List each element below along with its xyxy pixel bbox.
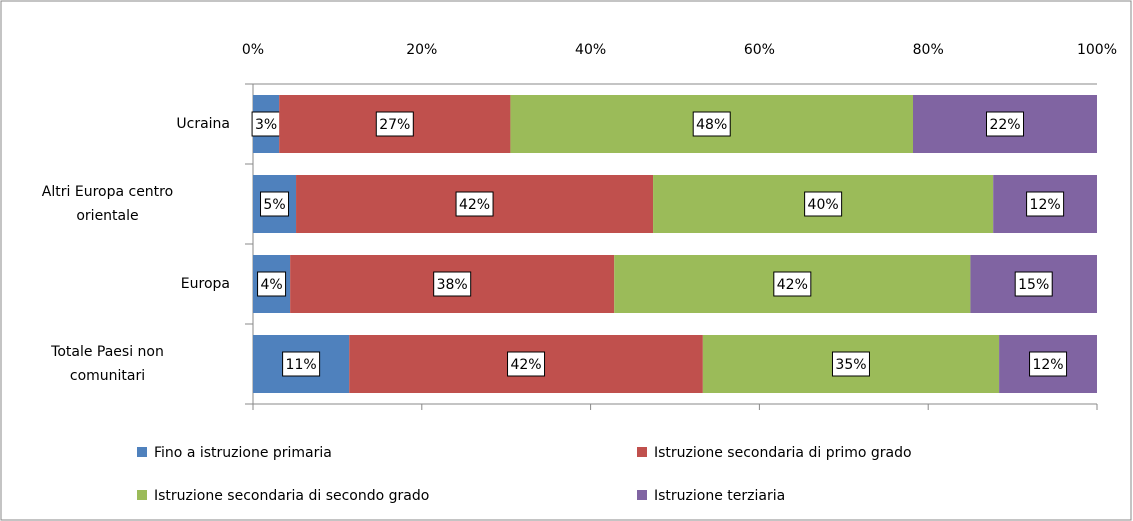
data-label-box bbox=[507, 351, 546, 377]
legend-label: Istruzione terziaria bbox=[654, 488, 785, 504]
y-tick-label: Ucraina bbox=[176, 116, 230, 132]
data-label-box bbox=[986, 111, 1025, 137]
data-label: 40% bbox=[808, 197, 839, 213]
data-label-box bbox=[260, 191, 290, 217]
x-tick-label: 60% bbox=[744, 42, 775, 58]
data-label: 42% bbox=[777, 277, 808, 293]
data-label: 22% bbox=[989, 117, 1020, 133]
data-label: 15% bbox=[1018, 277, 1049, 293]
data-label-box bbox=[257, 271, 287, 297]
legend-label: Istruzione secondaria di primo grado bbox=[654, 445, 912, 461]
data-label-box bbox=[1029, 351, 1068, 377]
data-label: 5% bbox=[263, 197, 285, 213]
data-label: 48% bbox=[696, 117, 727, 133]
data-label: 12% bbox=[1030, 197, 1061, 213]
legend-swatch bbox=[137, 447, 147, 457]
x-tick-label: 0% bbox=[242, 42, 264, 58]
data-label: 42% bbox=[510, 357, 541, 373]
data-label: 38% bbox=[437, 277, 468, 293]
legend-label: Fino a istruzione primaria bbox=[154, 445, 332, 461]
data-label-box bbox=[455, 191, 494, 217]
data-label: 4% bbox=[260, 277, 282, 293]
data-label-box bbox=[773, 271, 812, 297]
data-label-box bbox=[692, 111, 731, 137]
x-tick-label: 100% bbox=[1077, 42, 1117, 58]
data-label-box bbox=[831, 351, 870, 377]
legend-swatch bbox=[637, 447, 647, 457]
data-label: 42% bbox=[459, 197, 490, 213]
data-label-box bbox=[804, 191, 843, 217]
data-label: 35% bbox=[835, 357, 866, 373]
legend-swatch bbox=[137, 490, 147, 500]
legend-swatch bbox=[637, 490, 647, 500]
x-tick-label: 40% bbox=[575, 42, 606, 58]
y-tick-label: Altri Europa centro orientale bbox=[41, 184, 174, 224]
y-tick-label: Europa bbox=[180, 276, 230, 292]
data-label: 3% bbox=[255, 117, 277, 133]
data-label-box bbox=[1026, 191, 1065, 217]
data-label: 27% bbox=[379, 117, 410, 133]
legend-label: Istruzione secondaria di secondo grado bbox=[154, 488, 429, 504]
data-label-box bbox=[1014, 271, 1053, 297]
data-label-box bbox=[433, 271, 472, 297]
data-label: 12% bbox=[1032, 357, 1063, 373]
data-label-box bbox=[375, 111, 414, 137]
data-label-box bbox=[282, 351, 321, 377]
x-tick-label: 80% bbox=[913, 42, 944, 58]
data-label: 11% bbox=[286, 357, 317, 373]
x-tick-label: 20% bbox=[406, 42, 437, 58]
y-tick-label: Totale Paesi non comunitari bbox=[51, 344, 164, 384]
